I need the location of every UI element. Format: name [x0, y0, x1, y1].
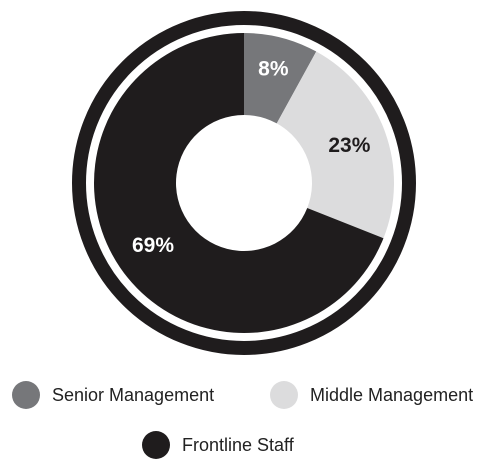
legend-swatch-frontline-staff	[142, 431, 170, 459]
slice-frontline-staff	[94, 33, 384, 333]
legend-label-frontline-staff: Frontline Staff	[182, 434, 294, 455]
legend-item-middle-management: Middle Management	[270, 381, 473, 409]
outer-ring-circle	[72, 11, 416, 355]
legend-swatch-middle-management	[270, 381, 298, 409]
slice-middle-management	[276, 51, 394, 239]
slice-label-middle-management: 23%	[328, 134, 370, 157]
legend-swatch-senior-management	[12, 381, 40, 409]
donut-slices	[94, 33, 394, 333]
legend-label-senior-management: Senior Management	[52, 384, 215, 405]
slice-labels: 8% 23% 69%	[132, 58, 371, 257]
outer-ring	[72, 11, 416, 355]
slice-label-frontline-staff: 69%	[132, 234, 174, 257]
slice-senior-management	[244, 33, 317, 124]
slice-label-senior-management: 8%	[258, 58, 289, 81]
legend-label-middle-management: Middle Management	[310, 384, 474, 405]
legend-item-frontline-staff: Frontline Staff	[142, 431, 294, 459]
legend-item-senior-management: Senior Management	[12, 381, 214, 409]
